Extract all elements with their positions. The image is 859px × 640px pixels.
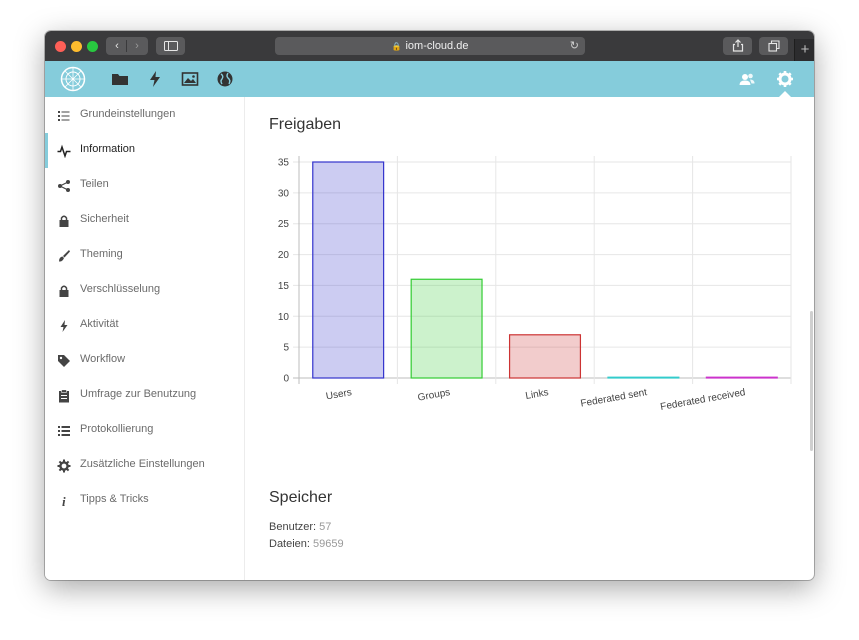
sidebar-item-workflow[interactable]: Workflow (45, 343, 244, 378)
shares-section-title: Freigaben (269, 116, 342, 133)
sidebar-item-label: Zusätzliche Einstellungen (80, 458, 205, 470)
sidebar-item-label: Tipps & Tricks (80, 493, 149, 505)
sidebar-item-label: Aktivität (80, 318, 119, 330)
share-button[interactable] (723, 37, 752, 55)
contacts-menu-icon[interactable] (738, 70, 756, 88)
sidebar-item-label: Umfrage zur Benutzung (80, 388, 197, 400)
svg-text:i: i (62, 494, 66, 508)
x-tick-label: Links (525, 387, 550, 402)
share-icon (58, 180, 70, 192)
minimize-window-button[interactable] (71, 41, 82, 52)
gear-icon (57, 459, 71, 473)
shares-chart: 0 5 10 15 20 25 30 35 Users Groups Links Federated … (278, 156, 792, 413)
page-scrollbar[interactable] (810, 311, 813, 451)
y-tick-label: 25 (278, 219, 290, 230)
users-count-label: Benutzer: (269, 521, 317, 533)
x-tick-label: Federated received (660, 387, 747, 413)
y-tick-label: 20 (278, 250, 290, 261)
users-count-value: 57 (319, 521, 332, 533)
tab-overview-button[interactable] (759, 37, 788, 55)
sidebar-item-label: Workflow (80, 353, 126, 365)
x-tick-label: Users (325, 387, 353, 402)
sidebar-item-sicherheit[interactable]: Sicherheit (45, 203, 244, 238)
list-icon (58, 426, 70, 436)
sidebar-item-protokollierung[interactable]: Protokollierung (45, 413, 244, 448)
y-tick-label: 15 (278, 281, 290, 292)
sidebar-icon (163, 41, 178, 51)
settings-menu-indicator (778, 91, 792, 98)
lightning-icon (60, 320, 68, 332)
forward-button[interactable]: › (135, 40, 139, 52)
sidebar-item-umfrage[interactable]: Umfrage zur Benutzung (45, 378, 244, 413)
settings-menu-icon[interactable] (776, 70, 794, 88)
clipboard-icon (59, 389, 69, 403)
sidebar-item-information[interactable]: Information (45, 133, 244, 168)
sidebar-item-label: Sicherheit (80, 213, 129, 225)
close-window-button[interactable] (55, 41, 66, 52)
bar-federated-sent (607, 376, 680, 379)
history-nav: ‹ › (106, 37, 148, 55)
files-count-value: 59659 (313, 538, 344, 550)
lock-icon (59, 215, 69, 227)
admin-sidebar: Grundeinstellungen Information Teilen Si… (45, 97, 245, 580)
sidebar-item-grundeinstellungen[interactable]: Grundeinstellungen (45, 98, 244, 133)
y-tick-label: 10 (278, 312, 290, 323)
x-tick-label: Federated sent (580, 387, 648, 410)
lock-icon: 🔒 (391, 42, 402, 51)
bar-groups (410, 278, 483, 379)
sidebar-item-tipps-tricks[interactable]: i Tipps & Tricks (45, 483, 244, 518)
sidebar-item-zusaetzliche-einstellungen[interactable]: Zusätzliche Einstellungen (45, 448, 244, 483)
users-count-line: Benutzer: 57 (269, 521, 331, 533)
files-app-icon[interactable] (111, 70, 129, 88)
browser-toolbar: ‹ › 🔒 iom-cloud.de ↻ + (45, 31, 814, 62)
bar-links (508, 334, 582, 379)
bar-users (312, 161, 385, 379)
list-icon (58, 111, 70, 121)
info-icon: i (62, 494, 66, 508)
sidebar-item-teilen[interactable]: Teilen (45, 168, 244, 203)
zoom-window-button[interactable] (87, 41, 98, 52)
main-content: Freigaben 0 5 10 15 20 25 30 35 Users Groups Links… (245, 97, 814, 580)
y-tick-label: 30 (278, 188, 290, 199)
sidebar-item-theming[interactable]: Theming (45, 238, 244, 273)
sidebar-toggle-button[interactable] (156, 37, 185, 55)
globe-app-icon[interactable] (216, 70, 234, 88)
sidebar-item-label: Grundeinstellungen (80, 108, 176, 120)
url-text: iom-cloud.de (405, 40, 469, 52)
back-button[interactable]: ‹ (115, 40, 119, 52)
y-tick-label: 0 (283, 374, 289, 385)
new-tab-button[interactable]: + (794, 39, 814, 61)
share-icon (732, 39, 743, 52)
y-tick-label: 35 (278, 158, 290, 169)
browser-window: ‹ › 🔒 iom-cloud.de ↻ + (45, 31, 814, 580)
activity-icon (57, 144, 71, 158)
storage-section-title: Speicher (269, 489, 333, 506)
sidebar-item-label: Protokollierung (80, 423, 154, 435)
sidebar-item-label: Information (80, 143, 136, 155)
app-header (45, 61, 814, 97)
sidebar-item-label: Teilen (80, 178, 109, 190)
brush-icon (59, 250, 70, 262)
address-bar[interactable]: 🔒 iom-cloud.de ↻ (275, 37, 585, 55)
nextcloud-logo[interactable] (60, 66, 86, 92)
reload-icon[interactable]: ↻ (569, 40, 579, 52)
gallery-app-icon[interactable] (181, 70, 199, 88)
sidebar-item-verschluesselung[interactable]: Verschlüsselung (45, 273, 244, 308)
sidebar-item-label: Verschlüsselung (80, 283, 161, 295)
sidebar-item-aktivitaet[interactable]: Aktivität (45, 308, 244, 343)
files-count-line: Dateien: 59659 (269, 538, 344, 550)
files-count-label: Dateien: (269, 538, 310, 550)
bar-federated-received (705, 376, 778, 379)
sidebar-item-label: Theming (80, 248, 123, 260)
y-tick-label: 5 (283, 343, 289, 354)
activity-app-icon[interactable] (146, 70, 164, 88)
x-tick-label: Groups (417, 387, 451, 404)
tag-icon (58, 355, 70, 367)
tabs-icon (767, 40, 780, 52)
lock-icon (59, 285, 69, 297)
